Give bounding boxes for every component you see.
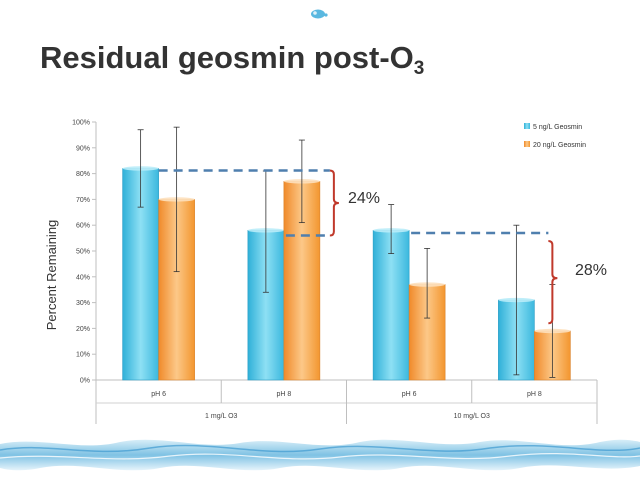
- difference-label-1: 24%: [348, 190, 380, 207]
- y-tick-label: 100%: [72, 120, 90, 127]
- y-tick-label: 0%: [80, 378, 90, 385]
- bar-layer: [122, 166, 571, 381]
- slide-title: Residual geosmin post-O3: [40, 40, 424, 80]
- logo-icon: [311, 9, 328, 19]
- legend-label-2: 20 ng/L Geosmin: [533, 142, 586, 149]
- y-tick-label: 60%: [76, 223, 90, 230]
- y-tick-label: 10%: [76, 352, 90, 359]
- x-category-label: pH 8: [276, 391, 291, 398]
- title-subscript: 3: [413, 58, 425, 79]
- legend-label-1: 5 ng/L Geosmin: [533, 124, 582, 131]
- water-wave-decoration: [0, 439, 640, 471]
- annotation-layer: 24% 28%: [158, 169, 607, 325]
- y-tick-label: 20%: [76, 326, 90, 333]
- legend: 5 ng/L Geosmin 20 ng/L Geosmin: [524, 123, 586, 149]
- y-tick-label: 80%: [76, 171, 90, 178]
- bracket-1: [329, 169, 339, 237]
- difference-label-2: 28%: [575, 262, 607, 279]
- x-category-label: pH 8: [527, 391, 542, 398]
- legend-swatch-orange: [524, 141, 530, 147]
- y-tick-label: 50%: [76, 249, 90, 256]
- y-tick-label: 30%: [76, 300, 90, 307]
- y-tick-label: 40%: [76, 274, 90, 281]
- x-group-label: 10 mg/L O3: [454, 413, 490, 420]
- y-tick-label: 90%: [76, 145, 90, 152]
- title-main: Residual geosmin post-O: [40, 40, 414, 75]
- y-axis-label: Percent Remaining: [44, 220, 59, 331]
- error-bar-layer: [137, 126, 556, 378]
- bar-blue: [372, 230, 410, 381]
- y-tick-label: 70%: [76, 197, 90, 204]
- bracket-2: [548, 239, 558, 325]
- legend-swatch-blue: [524, 123, 530, 129]
- x-group-label: 1 mg/L O3: [205, 413, 238, 420]
- x-category-label: pH 6: [402, 391, 417, 398]
- x-category-label: pH 6: [151, 391, 166, 398]
